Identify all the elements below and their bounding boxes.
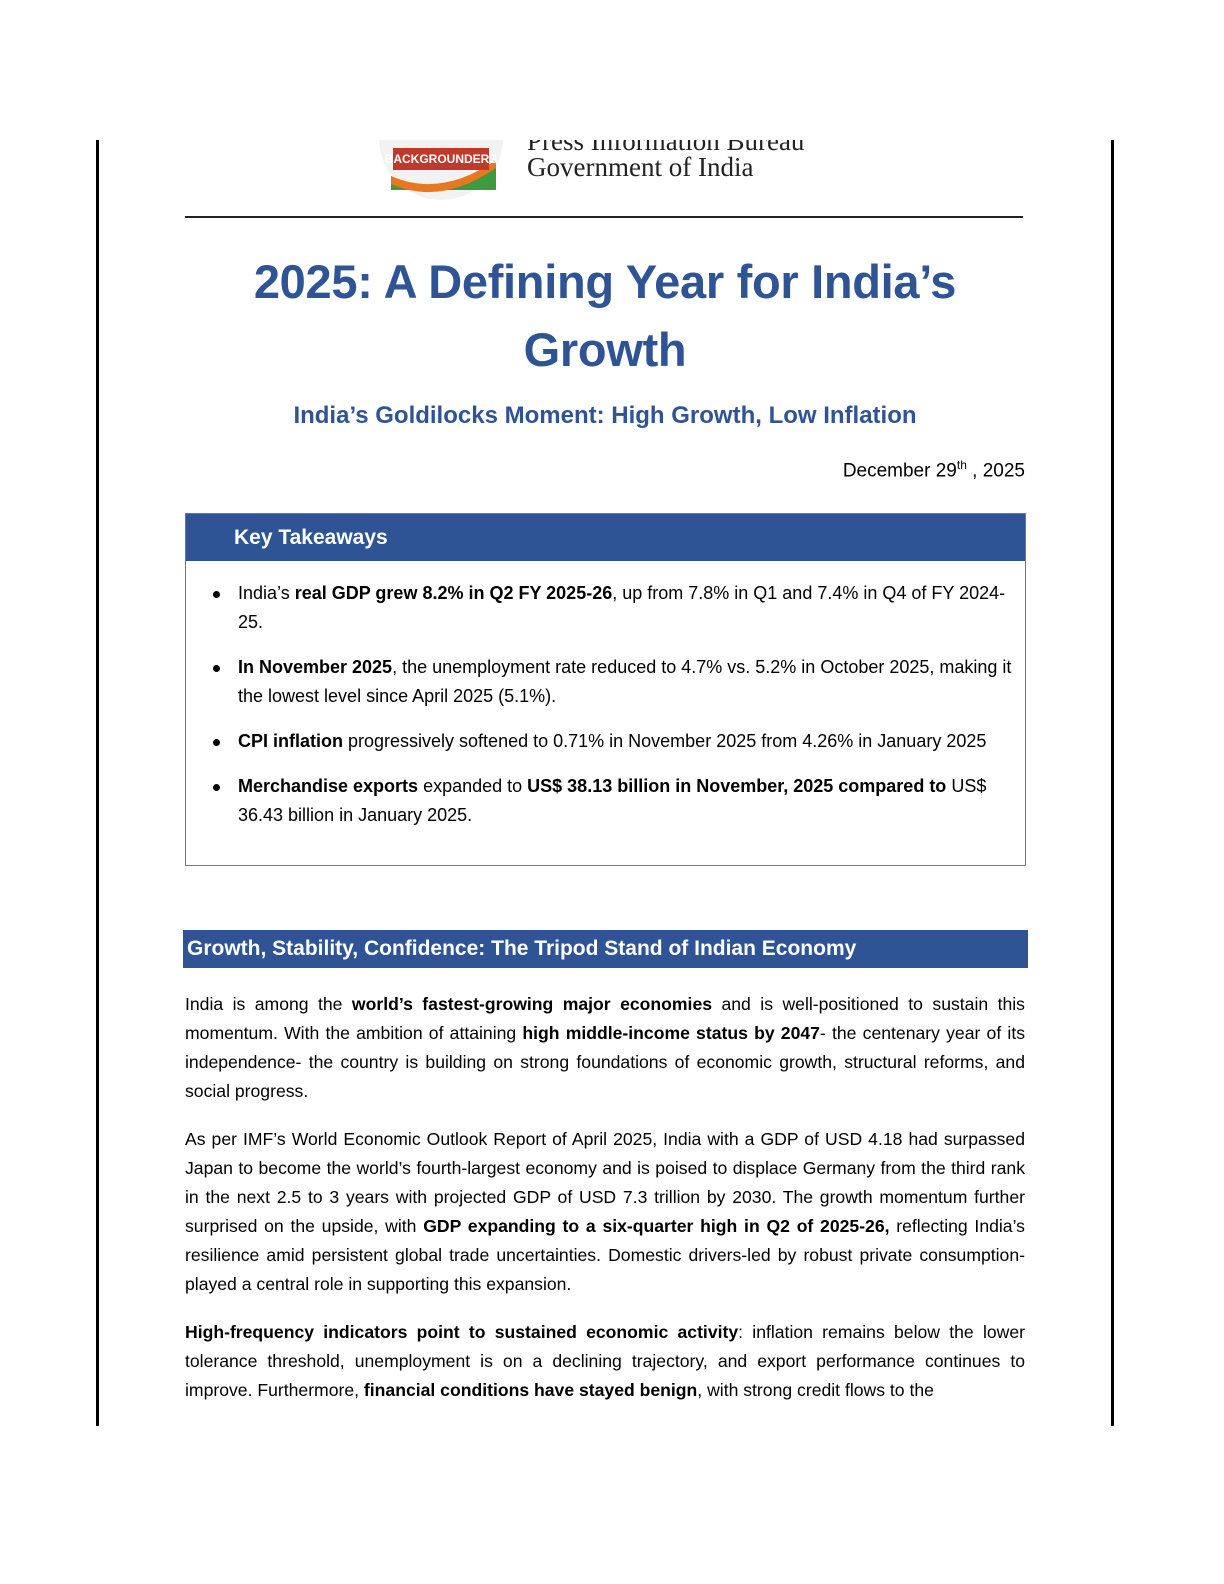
- bold-text: real GDP grew 8.2% in Q2 FY 2025-26: [294, 583, 613, 603]
- text-run: reflecting India’s resilience amid persi…: [185, 1216, 1025, 1294]
- text-run: and is well-positioned to sustain this m…: [185, 994, 1025, 1043]
- text-run: , with strong credit flows to the: [697, 1380, 934, 1400]
- bullet-list: India’s real GDP grew 8.2% in Q2 FY 2025…: [186, 561, 1025, 830]
- government: Government of India: [527, 152, 754, 182]
- bold-text: CPI inflation: [238, 731, 343, 751]
- bold-text: US$ 38.13 billion in November, 2025 comp…: [527, 776, 947, 796]
- section-body: India is among the world’s fastest-growi…: [185, 990, 1025, 1424]
- text-run: : inflation remains below the lower tole…: [185, 1322, 1026, 1400]
- bold-text: high middle-income status by 2047: [522, 1023, 820, 1043]
- bold-text: world’s fastest-growing major economies: [351, 994, 713, 1014]
- text-run: , up from 7.8% in Q1 and 7.4% in Q4 of F…: [238, 583, 1006, 632]
- bold-text: financial conditions have stayed benign: [363, 1380, 698, 1400]
- logo-label: BACKGROUNDERS: [385, 152, 498, 166]
- text-run: - the centenary year of its independence…: [185, 1023, 1025, 1101]
- divider: [185, 216, 1023, 218]
- text-run: , the unemployment rate reduced to 4.7% …: [238, 657, 1012, 706]
- text-run: progressively softened to 0.71% in Novem…: [343, 731, 987, 751]
- bold-text: Merchandise exports: [238, 776, 419, 796]
- subtitle: India’s Goldilocks Moment: High Growth, …: [293, 402, 917, 429]
- paragraph: India is among the world’s fastest-growi…: [185, 990, 1025, 1106]
- text-run: India is among the: [185, 994, 352, 1014]
- title: 2025: A Defining Year for India’s Growth: [253, 255, 957, 376]
- margin-rule: [96, 140, 99, 1426]
- key-takeaways: Key Takeaways India’s real GDP grew 8.2%…: [185, 513, 1026, 866]
- text-run: December 29: [842, 460, 957, 482]
- paragraph: High-frequency indicators point to susta…: [185, 1318, 1025, 1405]
- bullet-item: Merchandise exports expanded to US$ 38.1…: [213, 772, 1015, 830]
- box-heading: Key Takeaways: [186, 514, 1025, 561]
- margin-rule: [1111, 140, 1114, 1426]
- bold-text: In November 2025: [238, 657, 393, 677]
- text-run: As per IMF’s World Economic Outlook Repo…: [185, 1129, 1025, 1236]
- text-run: expanded to: [418, 776, 528, 796]
- bullet-item: CPI inflation progressively softened to …: [213, 727, 1015, 756]
- logo: BACKGROUNDERS: [379, 140, 503, 200]
- bullet-item: In November 2025, the unemployment rate …: [213, 653, 1015, 711]
- text-run: US$ 36.43 billion in January 2025.: [238, 776, 987, 825]
- paragraph: As per IMF’s World Economic Outlook Repo…: [185, 1125, 1025, 1299]
- document: BACKGROUNDERS Press Information Bureau G…: [101, 140, 1112, 1426]
- org-name: Press Information Bureau: [527, 140, 805, 156]
- bold-text: GDP expanding to a six-quarter high in Q…: [423, 1216, 890, 1236]
- text-run: India’s: [238, 583, 295, 603]
- header: BACKGROUNDERS: [371, 140, 871, 200]
- text-run: , 2025: [966, 460, 1025, 482]
- date: December 29th , 2025: [185, 458, 1025, 482]
- bold-text: High-frequency indicators point to susta…: [185, 1322, 739, 1342]
- section-heading: Growth, Stability, Confidence: The Tripo…: [183, 930, 1028, 968]
- superscript: th: [956, 458, 967, 472]
- bullet-item: India’s real GDP grew 8.2% in Q2 FY 2025…: [213, 579, 1015, 637]
